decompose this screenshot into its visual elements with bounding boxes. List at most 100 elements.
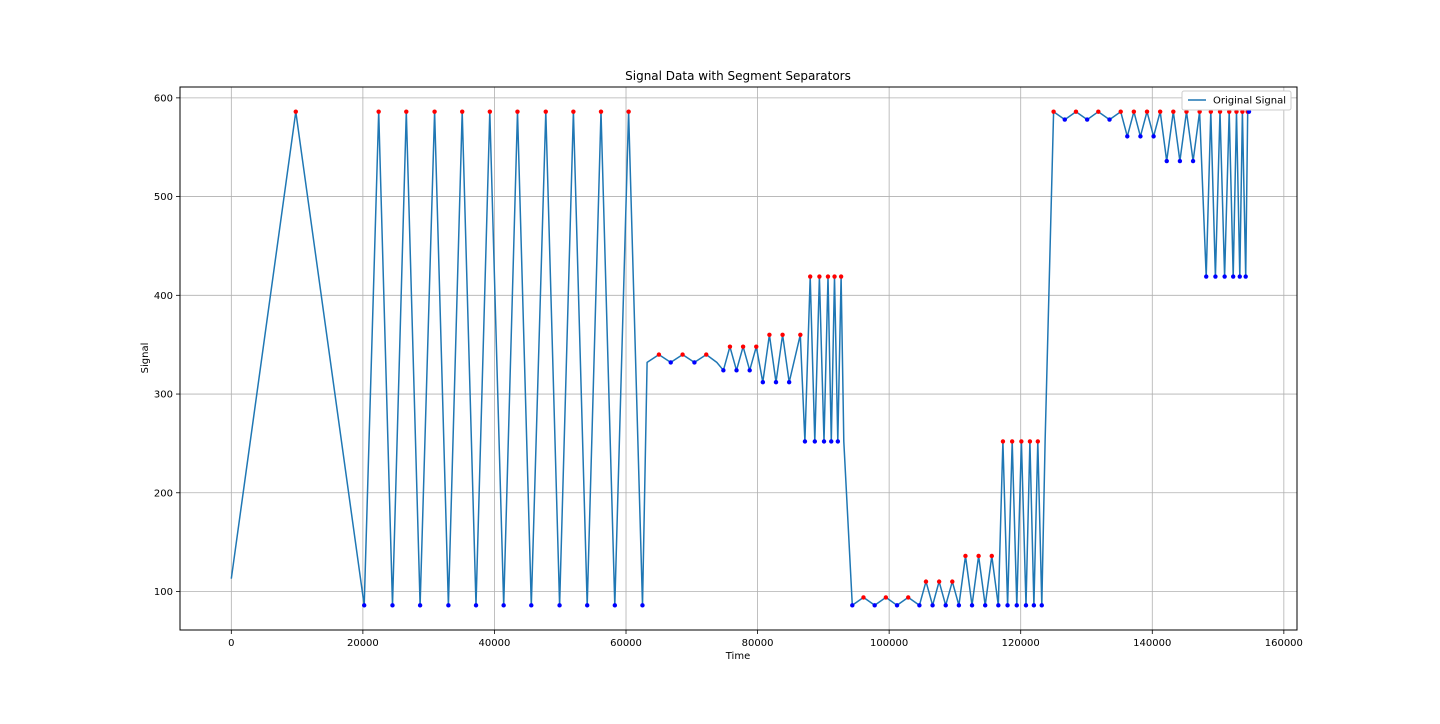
trough-marker [1246, 109, 1252, 114]
trough-marker [692, 360, 697, 365]
trough-marker [894, 603, 900, 608]
x-tick-label: 100000 [870, 638, 908, 649]
peak-marker [1240, 109, 1245, 114]
peak-marker [825, 274, 831, 279]
trough-marker [1031, 603, 1037, 608]
trough-marker [473, 603, 479, 608]
peak-marker [1035, 439, 1041, 444]
peak-marker [1019, 439, 1024, 444]
series-layer [230, 110, 1249, 607]
peak-marker [1171, 109, 1176, 114]
trough-marker [1107, 117, 1112, 122]
trough-marker [850, 603, 855, 608]
trough-marker [1237, 274, 1242, 279]
trough-marker [612, 603, 618, 608]
trough-marker [501, 603, 506, 608]
x-tick-label: 160000 [1265, 638, 1303, 649]
peak-marker [1227, 109, 1232, 114]
axis-ticks: 0 20000 40000 60000 80000 100000 120000 140000 1… [154, 93, 1303, 649]
trough-marker [996, 603, 1001, 608]
peak-marker [293, 109, 298, 114]
chart-title: Signal Data with Segment Separators [625, 69, 851, 83]
x-tick-label: 0 [228, 638, 234, 649]
peak-marker [817, 274, 822, 279]
trough-marker [361, 603, 367, 608]
trough-marker [390, 603, 395, 608]
trough-marker [786, 379, 792, 385]
y-tick-label: 500 [154, 192, 173, 203]
peak-marker [1096, 109, 1101, 114]
y-tick-label: 600 [154, 93, 173, 104]
peak-marker [923, 579, 929, 584]
trough-marker [969, 603, 975, 608]
trough-marker [747, 368, 752, 373]
trough-marker [1023, 603, 1029, 608]
peak-marker [1208, 109, 1214, 114]
trough-marker [760, 379, 766, 385]
trough-marker [1014, 603, 1019, 608]
peak-marker [740, 344, 746, 349]
x-tick-label: 120000 [1002, 638, 1040, 649]
trough-marker [529, 603, 534, 608]
peak-marker [808, 274, 813, 279]
trough-marker [1230, 274, 1236, 279]
peak-marker [1000, 439, 1006, 444]
trough-marker [812, 439, 818, 444]
trough-marker [1039, 603, 1044, 608]
trough-marker [1084, 117, 1090, 122]
peak-marker [936, 579, 942, 584]
trough-marker [917, 603, 922, 608]
peak-marker [704, 352, 709, 357]
x-tick-label: 20000 [347, 638, 379, 649]
peak-marker [727, 344, 733, 349]
trough-marker [1177, 158, 1183, 164]
series-line-original-signal [230, 110, 1249, 607]
peak-marker [1073, 109, 1079, 114]
peak-marker [571, 109, 576, 114]
peak-marker [487, 109, 493, 114]
trough-marker [1204, 274, 1209, 279]
peak-marker [780, 332, 785, 338]
trough-marker [1222, 274, 1227, 279]
peak-marker [989, 553, 994, 559]
trough-marker [872, 603, 877, 608]
peak-marker [1051, 109, 1056, 114]
peak-marker [626, 109, 631, 114]
trough-marker [982, 603, 988, 608]
peak-marker [1027, 439, 1033, 444]
trough-marker [956, 603, 962, 608]
peak-marker [963, 553, 968, 559]
peak-marker [1157, 109, 1163, 114]
y-axis-label: Signal [140, 343, 151, 374]
peak-marker [1234, 109, 1239, 114]
trough-marker [417, 603, 423, 608]
peak-marker [754, 344, 759, 349]
trough-marker [943, 603, 948, 608]
peak-marker [1217, 109, 1223, 114]
trough-marker [1213, 274, 1218, 279]
trough-marker [1005, 603, 1010, 608]
peak-marker [598, 109, 604, 114]
peak-marker [1118, 109, 1123, 114]
marker-layer [293, 109, 1252, 608]
peak-marker [883, 595, 889, 600]
trough-marker [1125, 134, 1130, 139]
peak-marker [460, 109, 465, 114]
trough-marker [1138, 134, 1143, 139]
trough-marker [1190, 158, 1196, 164]
peak-marker [906, 595, 911, 600]
plot-area [179, 86, 1298, 631]
y-tick-label: 400 [154, 291, 173, 302]
trough-marker [1062, 117, 1067, 122]
trough-marker [802, 439, 808, 444]
peak-marker [832, 274, 837, 279]
peak-marker [838, 274, 844, 279]
peak-marker [1144, 109, 1150, 114]
x-tick-label: 80000 [742, 638, 774, 649]
trough-marker [734, 368, 739, 373]
x-tick-label: 40000 [479, 638, 511, 649]
trough-marker [835, 439, 841, 444]
trough-marker [1164, 158, 1169, 164]
peak-marker [950, 579, 955, 584]
